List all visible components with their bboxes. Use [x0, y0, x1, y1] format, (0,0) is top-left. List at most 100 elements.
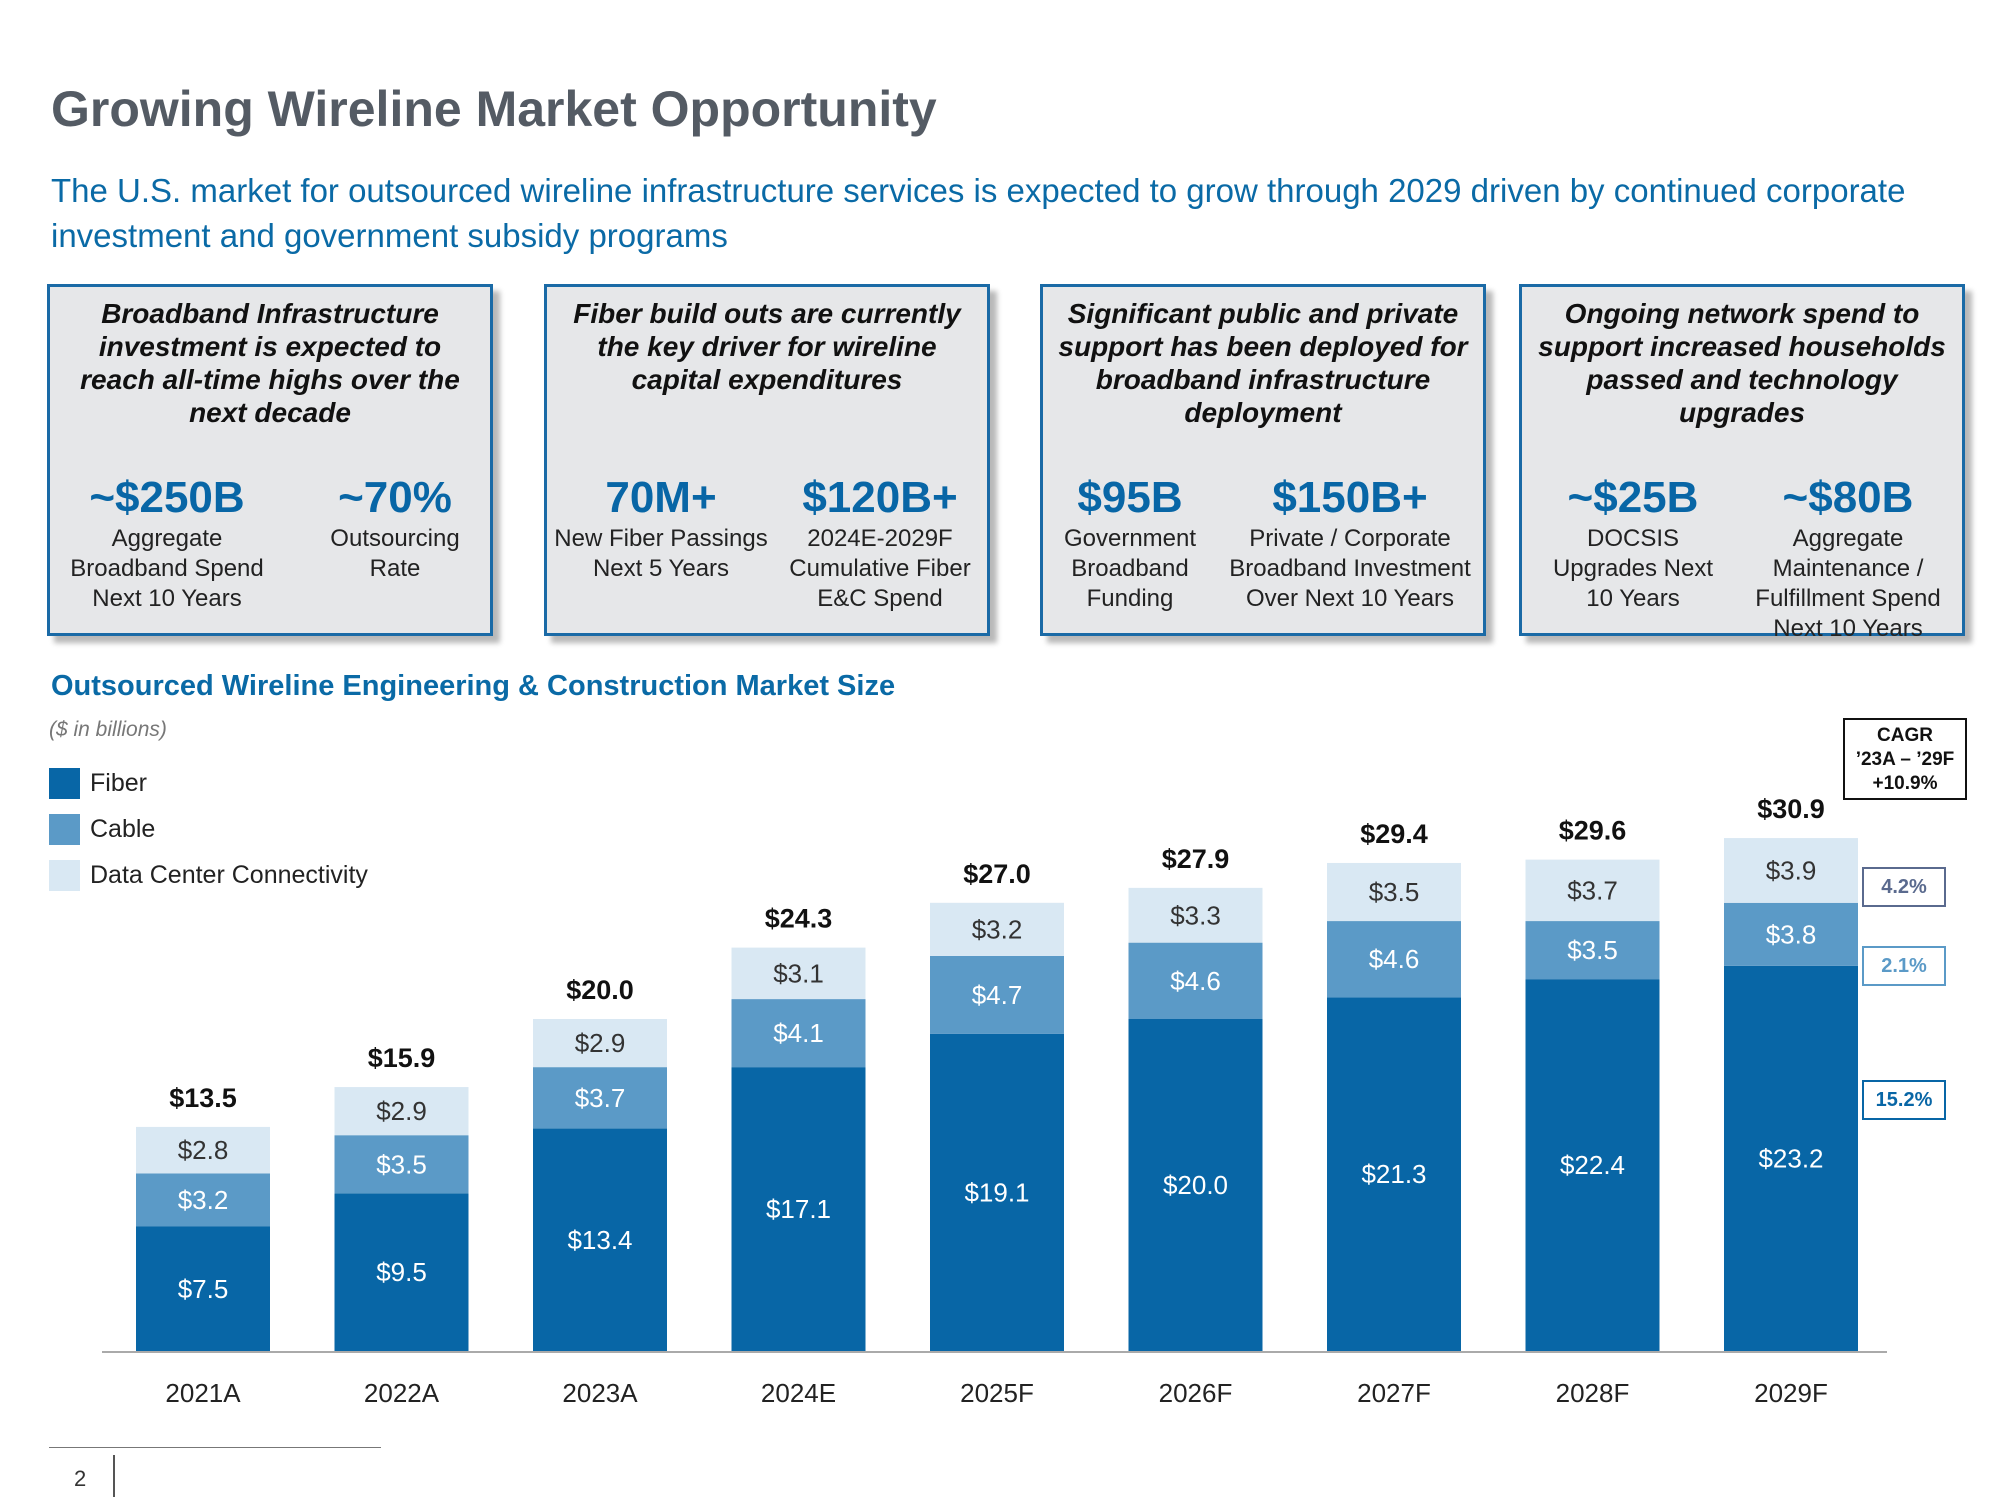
rate-box-fiber: 15.2% — [1862, 1080, 1946, 1120]
bar-segment-data-center — [930, 902, 1064, 956]
legend-item-cable: Cable — [49, 806, 368, 852]
bar-segment-cable — [1327, 921, 1461, 998]
bar-segment-data-center — [136, 1126, 270, 1174]
segment-label-fiber: $13.4 — [567, 1225, 632, 1255]
card-heading: Significant public and private support h… — [1058, 298, 1468, 428]
segment-label-cable: $3.7 — [575, 1083, 626, 1113]
bar-segment-cable — [1128, 942, 1263, 1019]
legend-swatch-fiber — [49, 767, 80, 799]
page-title: Growing Wireline Market Opportunity — [51, 81, 937, 137]
bar-segment-fiber — [1327, 997, 1461, 1351]
legend-swatch-data-center — [49, 859, 80, 891]
footer-rule — [49, 1447, 381, 1448]
segment-label-cable: $3.2 — [178, 1185, 229, 1215]
bar-segment-fiber — [930, 1033, 1064, 1351]
segment-label-cable: $4.6 — [1170, 966, 1221, 996]
page-subtitle: The U.S. market for outsourced wireline … — [51, 172, 1906, 254]
segment-label-data-center: $3.3 — [1170, 900, 1221, 930]
segment-label-data-center: $3.7 — [1567, 875, 1618, 905]
segment-label-data-center: $2.8 — [178, 1135, 229, 1165]
bar-segment-cable — [1525, 921, 1660, 980]
cagr-heading: CAGR — [1877, 725, 1933, 746]
stat-label: New Fiber Passings Next 5 Years — [554, 525, 768, 582]
segment-label-fiber: $7.5 — [178, 1274, 229, 1304]
x-tick-label: 2024E — [761, 1378, 836, 1408]
stat-value: 70M+ — [605, 473, 717, 522]
segment-label-data-center: $3.2 — [972, 914, 1023, 944]
bar-segment-data-center — [1724, 838, 1858, 903]
segment-label-fiber: $19.1 — [964, 1177, 1029, 1207]
total-label: $24.3 — [765, 904, 833, 934]
segment-label-cable: $4.6 — [1369, 944, 1420, 974]
total-label: $27.0 — [963, 859, 1031, 889]
x-tick-label: 2021A — [165, 1378, 241, 1408]
bar-segment-data-center — [1327, 862, 1461, 922]
x-tick-label: 2029F — [1754, 1378, 1828, 1408]
bar-segment-cable — [1724, 902, 1858, 966]
card-stat: $150B+ Private / Corporate Broadband Inv… — [1217, 472, 1483, 614]
cagr-box: CAGR ’23A – ’29F +10.9% — [1843, 718, 1967, 800]
legend-label: Cable — [90, 814, 156, 843]
bar-segment-cable — [334, 1135, 469, 1194]
bar-segment-fiber — [1525, 979, 1660, 1351]
stat-label: 2024E-2029F Cumulative Fiber E&C Spend — [789, 525, 971, 612]
footer-divider — [113, 1455, 115, 1497]
bar-segment-fiber — [334, 1193, 469, 1351]
card-stat: ~$25B DOCSIS Upgrades Next 10 Years — [1528, 472, 1738, 614]
stat-value: ~$250B — [89, 473, 245, 522]
bar-segment-fiber — [136, 1226, 270, 1351]
info-card-broadband: Broadband Infrastructure investment is e… — [47, 284, 493, 636]
bar-segment-data-center — [1525, 859, 1660, 922]
segment-label-fiber: $22.4 — [1560, 1150, 1625, 1180]
bar-segment-cable — [731, 999, 866, 1068]
x-tick-label: 2027F — [1357, 1378, 1431, 1408]
segment-label-fiber: $9.5 — [376, 1257, 427, 1287]
card-stat: ~70% Outsourcing Rate — [310, 472, 480, 584]
bar-segment-fiber — [1128, 1019, 1263, 1351]
page-number: 2 — [74, 1466, 87, 1491]
x-tick-label: 2025F — [960, 1378, 1034, 1408]
stat-label: Government Broadband Funding — [1063, 525, 1197, 612]
stat-label: Private / Corporate Broadband Investment… — [1229, 525, 1471, 612]
segment-label-fiber: $20.0 — [1163, 1170, 1228, 1200]
card-stat: ~$250B Aggregate Broadband Spend Next 10… — [52, 472, 282, 614]
x-tick-label: 2026F — [1159, 1378, 1233, 1408]
stat-label: Aggregate Broadband Spend Next 10 Years — [70, 525, 264, 612]
card-stat: 70M+ New Fiber Passings Next 5 Years — [551, 472, 771, 584]
stat-label: Aggregate Maintenance / Fulfillment Spen… — [1755, 525, 1941, 642]
legend-item-data-center: Data Center Connectivity — [49, 852, 368, 898]
legend-item-fiber: Fiber — [49, 760, 368, 806]
bar-segment-fiber — [1724, 965, 1858, 1351]
bar-segment-fiber — [533, 1128, 667, 1351]
total-label: $13.5 — [169, 1083, 237, 1113]
cagr-value: +10.9% — [1872, 773, 1938, 794]
segment-label-cable: $3.5 — [1567, 935, 1618, 965]
segment-label-cable: $3.8 — [1766, 919, 1817, 949]
card-heading: Fiber build outs are currently the key d… — [573, 298, 961, 395]
segment-label-fiber: $23.2 — [1758, 1143, 1823, 1173]
stat-label: DOCSIS Upgrades Next 10 Years — [1552, 525, 1714, 612]
total-label: $15.9 — [368, 1043, 436, 1073]
total-label: $27.9 — [1162, 844, 1230, 874]
info-card-fiber: Fiber build outs are currently the key d… — [544, 284, 990, 636]
card-heading: Ongoing network spend to support increas… — [1538, 298, 1946, 428]
bar-segment-data-center — [731, 947, 866, 1000]
bar-segment-cable — [533, 1067, 667, 1129]
total-label: $29.4 — [1360, 819, 1428, 849]
segment-label-fiber: $17.1 — [766, 1194, 831, 1224]
segment-label-data-center: $3.1 — [773, 958, 824, 988]
stat-value: ~70% — [338, 473, 452, 522]
units-note: ($ in billions) — [49, 718, 167, 741]
cagr-period: ’23A – ’29F — [1855, 749, 1955, 770]
legend-label: Fiber — [90, 768, 147, 797]
segment-label-cable: $4.1 — [773, 1018, 824, 1048]
chart-legend: Fiber Cable Data Center Connectivity — [49, 760, 368, 898]
legend-label: Data Center Connectivity — [90, 860, 368, 889]
x-tick-label: 2022A — [364, 1378, 440, 1408]
rate-box-data-center: 4.2% — [1862, 867, 1946, 907]
legend-swatch-cable — [49, 813, 80, 845]
total-label: $30.9 — [1757, 794, 1825, 824]
bar-segment-data-center — [334, 1087, 469, 1136]
stat-value: $95B — [1077, 473, 1183, 522]
